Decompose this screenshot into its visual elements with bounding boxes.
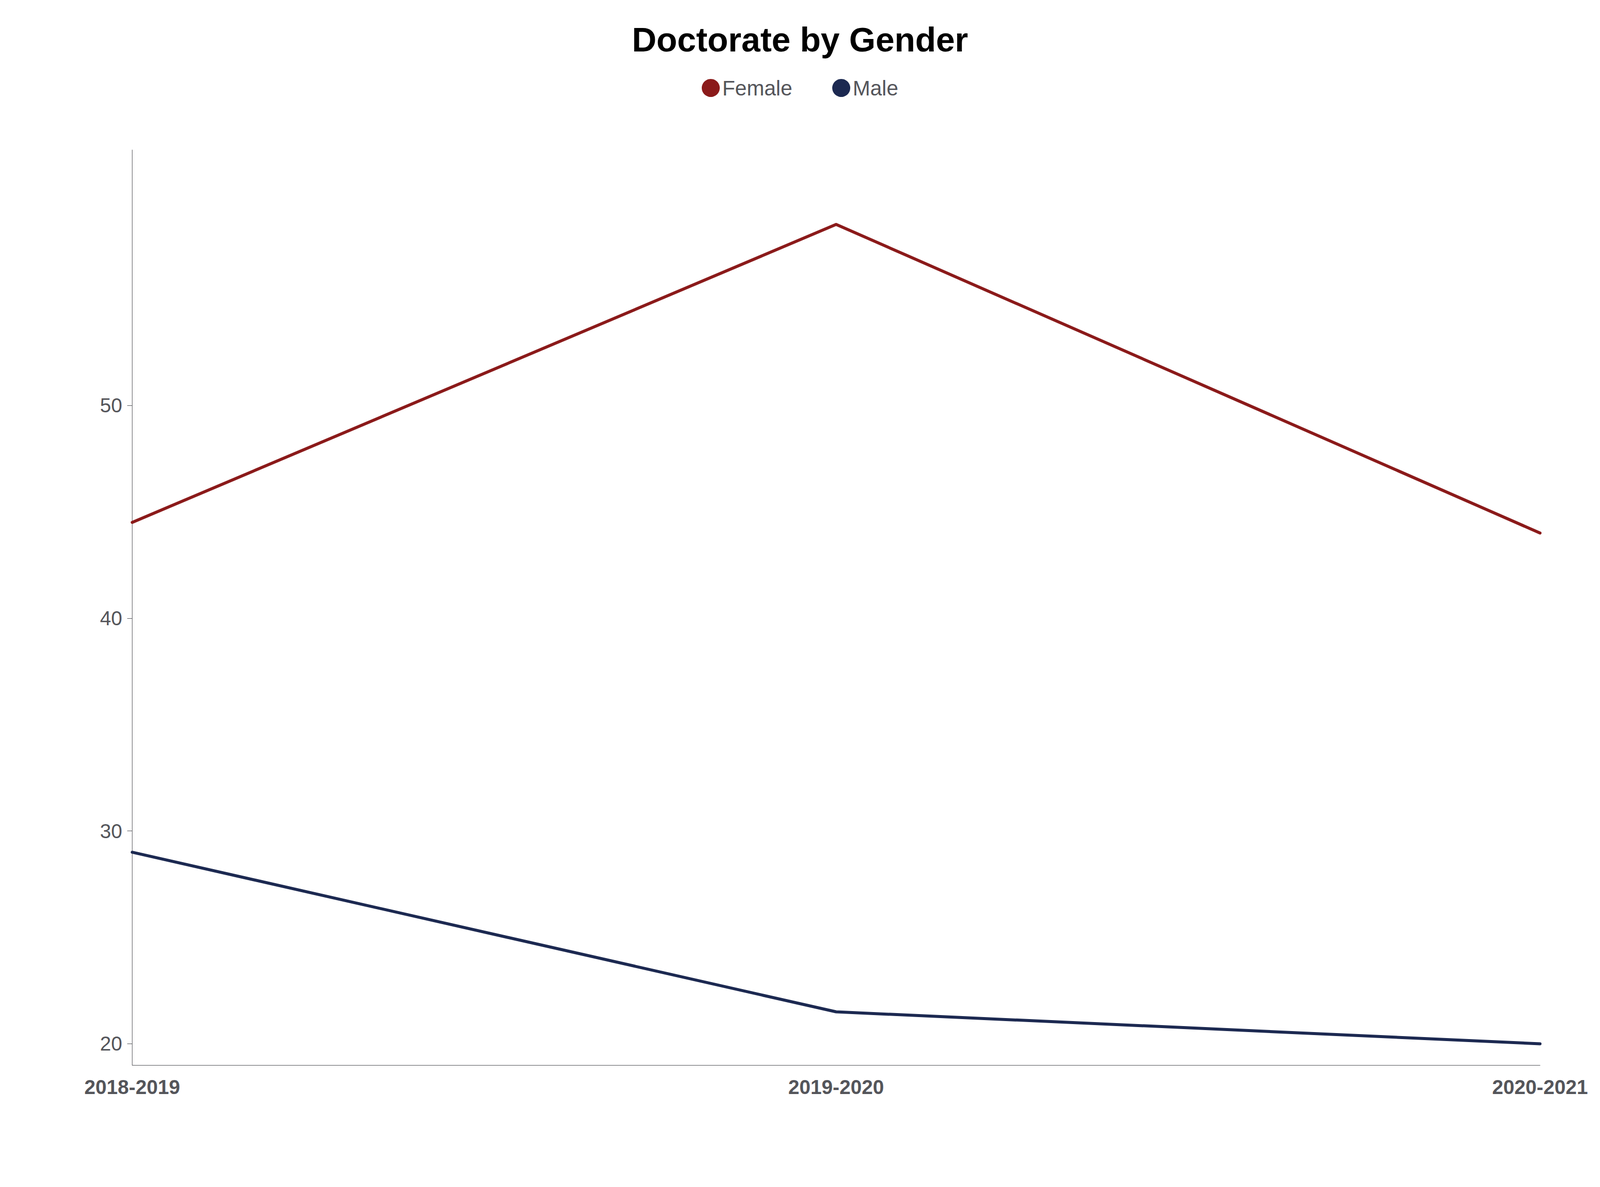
svg-text:50: 50 (99, 394, 123, 417)
svg-text:20: 20 (99, 1032, 123, 1055)
svg-text:40: 40 (99, 607, 123, 630)
svg-text:2018-2019: 2018-2019 (84, 1076, 180, 1099)
svg-text:Doctorate by Gender: Doctorate by Gender (631, 20, 969, 59)
svg-text:Female: Female (722, 76, 793, 100)
svg-text:30: 30 (99, 820, 123, 843)
svg-text:2019-2020: 2019-2020 (788, 1076, 884, 1099)
svg-text:2020-2021: 2020-2021 (1492, 1076, 1588, 1099)
svg-text:Male: Male (852, 76, 899, 100)
